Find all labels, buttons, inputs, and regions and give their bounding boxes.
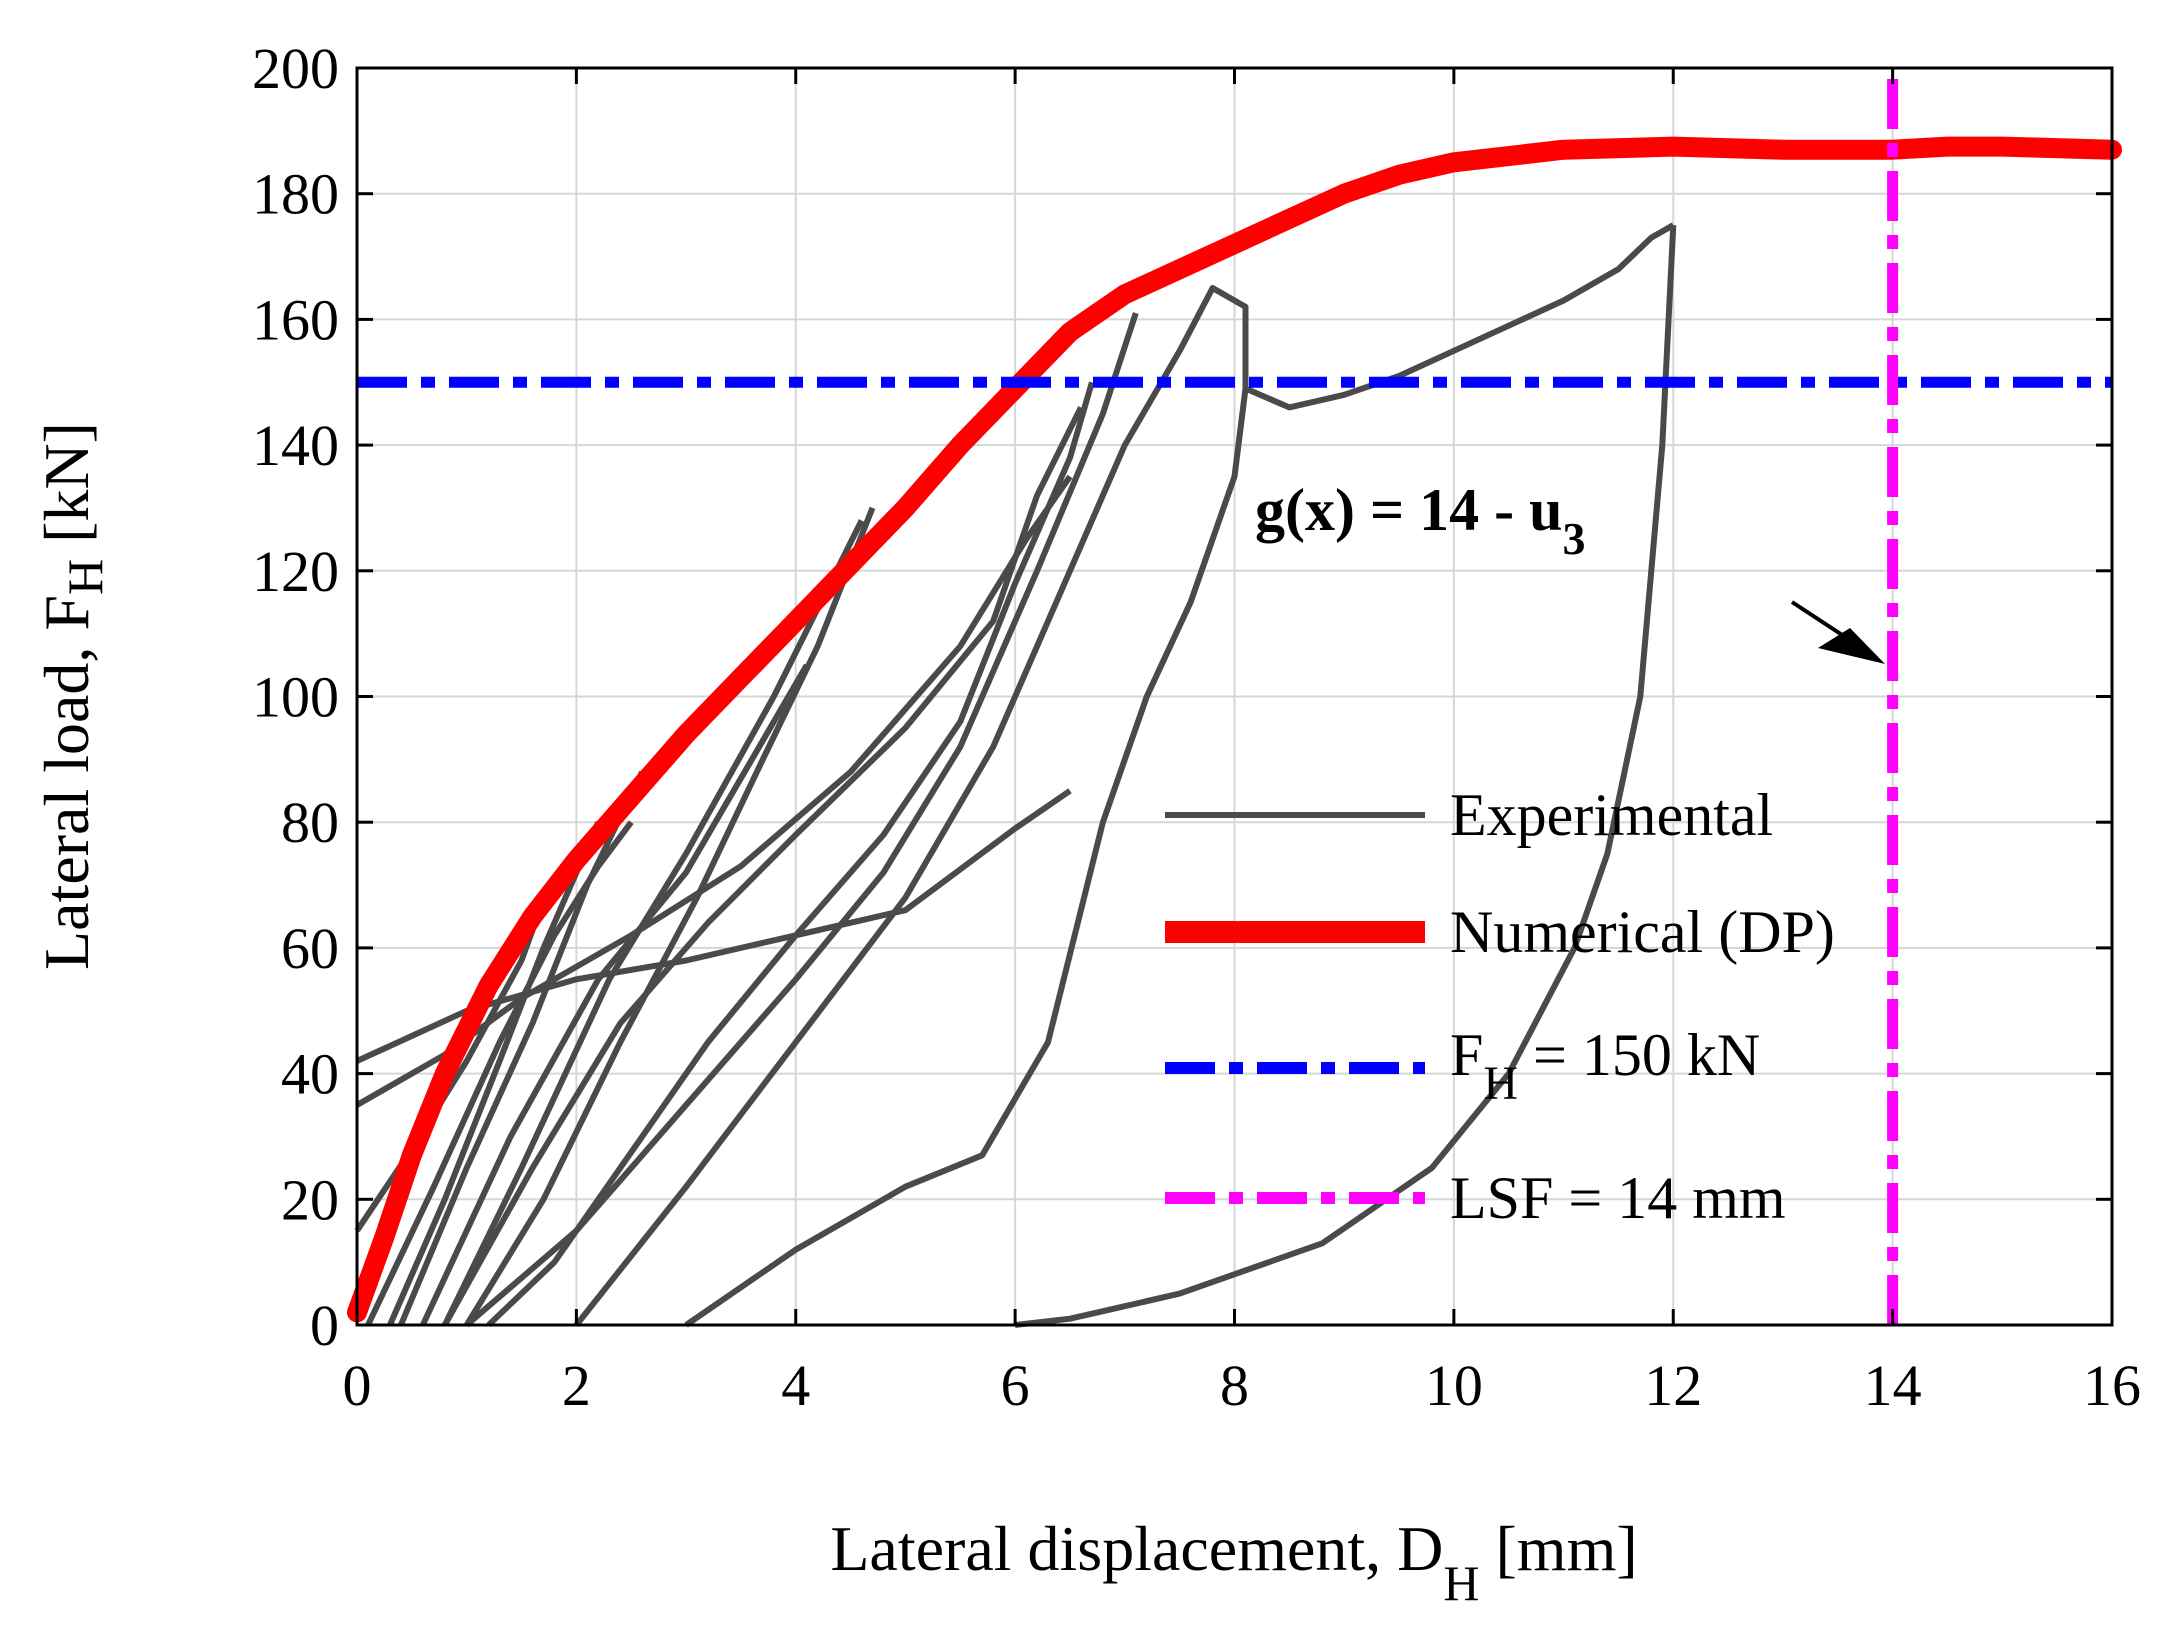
y-tick-label: 100 xyxy=(252,665,339,730)
x-tick-label: 6 xyxy=(1001,1353,1030,1418)
y-tick-label: 40 xyxy=(281,1042,339,1107)
annotation-main: g(x) = 14 - u xyxy=(1255,477,1563,543)
y-axis-title: Lateral load, FH [kN] xyxy=(31,422,113,970)
y-tick-label: 60 xyxy=(281,916,339,981)
experimental-series-line xyxy=(1014,224,1677,1328)
y-axis-title-sub: H xyxy=(57,559,113,595)
y-tick-label: 80 xyxy=(281,790,339,855)
experimental-series-line xyxy=(365,820,634,1327)
x-tick-label: 2 xyxy=(562,1353,591,1418)
annotation-arrow xyxy=(1790,600,1885,664)
legend-label-threshold-main: F xyxy=(1450,1022,1483,1088)
y-tick-label: 0 xyxy=(310,1293,339,1358)
limit-state-annotation: g(x) = 14 - u3 xyxy=(1255,477,1586,564)
y-tick-label: 120 xyxy=(252,539,339,604)
plot-series xyxy=(347,68,2122,1328)
x-axis-title: Lateral displacement, DH [mm] xyxy=(830,1513,1637,1611)
x-axis-title-sub: H xyxy=(1443,1555,1479,1611)
y-tick-label: 140 xyxy=(252,413,339,478)
legend: Experimental Numerical (DP) FH = 150 kN … xyxy=(1165,782,1835,1231)
x-tick-label: 10 xyxy=(1425,1353,1483,1418)
numerical-series-line xyxy=(347,136,2122,1323)
experimental-series-line xyxy=(420,663,810,1327)
experimental-series-line xyxy=(1244,222,1675,411)
experimental-series-line xyxy=(464,312,1139,1328)
experimental-series-line xyxy=(684,388,1249,1328)
arrow-head-icon xyxy=(1818,628,1885,664)
legend-label-lsf: LSF = 14 mm xyxy=(1450,1165,1786,1231)
x-axis-title-main: Lateral displacement, D xyxy=(830,1513,1443,1584)
x-tick-label: 12 xyxy=(1644,1353,1702,1418)
y-axis-title-main: Lateral load, F xyxy=(31,595,102,970)
annotation-sub: 3 xyxy=(1563,513,1586,564)
x-tick-label: 8 xyxy=(1220,1353,1249,1418)
x-tick-label: 0 xyxy=(343,1353,372,1418)
x-tick-label: 14 xyxy=(1864,1353,1922,1418)
y-tick-label: 20 xyxy=(281,1167,339,1232)
experimental-series-line xyxy=(574,285,1249,1327)
x-axis-title-unit: [mm] xyxy=(1479,1513,1637,1584)
experimental-series-line xyxy=(464,506,876,1327)
x-tick-label: 16 xyxy=(2083,1353,2141,1418)
legend-label-threshold-sub: H xyxy=(1483,1057,1518,1110)
x-tick-label: 4 xyxy=(781,1353,810,1418)
legend-label-numerical: Numerical (DP) xyxy=(1450,899,1835,965)
y-tick-label: 180 xyxy=(252,162,339,227)
experimental-series-line xyxy=(442,406,1084,1327)
legend-label-threshold: FH = 150 kN xyxy=(1450,1022,1760,1110)
y-axis-title-unit: [kN] xyxy=(31,422,102,559)
grid xyxy=(357,68,2112,1325)
y-tick-label: 200 xyxy=(252,36,339,101)
legend-label-experimental: Experimental xyxy=(1450,782,1773,848)
legend-label-threshold-rest: = 150 kN xyxy=(1518,1022,1760,1088)
experimental-series-line xyxy=(398,770,645,1327)
y-tick-label: 160 xyxy=(252,287,339,352)
